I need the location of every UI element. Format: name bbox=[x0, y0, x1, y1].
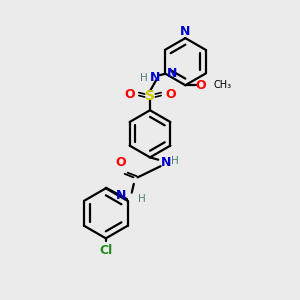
Text: N: N bbox=[180, 25, 190, 38]
Text: O: O bbox=[116, 156, 127, 169]
Text: N: N bbox=[150, 71, 161, 84]
Text: H: H bbox=[140, 73, 147, 83]
Text: N: N bbox=[161, 156, 172, 169]
Text: Cl: Cl bbox=[99, 244, 112, 257]
Text: CH₃: CH₃ bbox=[213, 80, 231, 90]
Text: S: S bbox=[145, 88, 155, 103]
Text: O: O bbox=[195, 79, 206, 92]
Text: N: N bbox=[116, 189, 126, 202]
Text: H: H bbox=[138, 194, 146, 204]
Text: O: O bbox=[124, 88, 135, 100]
Text: N: N bbox=[167, 67, 177, 80]
Text: H: H bbox=[171, 156, 178, 166]
Text: O: O bbox=[165, 88, 176, 100]
